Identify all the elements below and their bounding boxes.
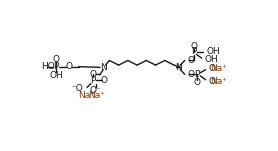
Text: P: P: [54, 62, 59, 71]
Text: OH: OH: [49, 71, 63, 80]
Text: Na⁺: Na⁺: [210, 77, 227, 86]
Text: P: P: [194, 70, 200, 79]
Text: O: O: [53, 55, 60, 64]
Text: N: N: [100, 63, 106, 72]
Text: Na⁺: Na⁺: [78, 91, 95, 100]
Text: HO: HO: [42, 62, 55, 71]
Text: O: O: [187, 56, 194, 65]
Text: O: O: [187, 70, 194, 79]
Text: OH: OH: [206, 48, 220, 56]
Text: O⁻: O⁻: [209, 64, 220, 73]
Text: O: O: [65, 62, 72, 71]
Text: O: O: [190, 42, 198, 51]
Text: P: P: [191, 48, 197, 56]
Text: OH: OH: [205, 55, 219, 64]
Text: O: O: [90, 70, 97, 79]
Text: P: P: [91, 76, 96, 85]
Text: O: O: [194, 77, 201, 87]
Text: O⁻: O⁻: [90, 86, 101, 95]
Text: N: N: [175, 63, 182, 72]
Text: O⁻: O⁻: [209, 77, 220, 86]
Text: Na⁺: Na⁺: [210, 64, 227, 73]
Text: ⁻O: ⁻O: [71, 84, 83, 93]
Text: Na⁺: Na⁺: [89, 91, 106, 100]
Text: O: O: [100, 76, 108, 85]
